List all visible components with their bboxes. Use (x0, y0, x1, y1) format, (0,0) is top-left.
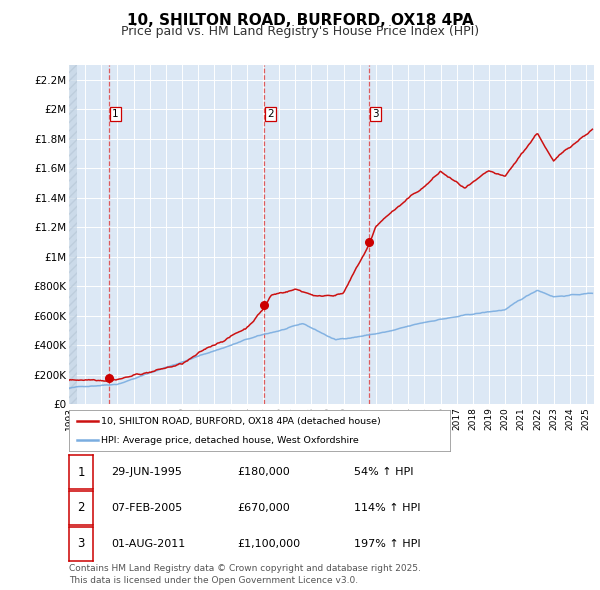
Text: 3: 3 (372, 109, 379, 119)
Text: 3: 3 (77, 537, 85, 550)
Text: 114% ↑ HPI: 114% ↑ HPI (354, 503, 421, 513)
Text: 01-AUG-2011: 01-AUG-2011 (111, 539, 185, 549)
Text: 2: 2 (267, 109, 274, 119)
Text: 54% ↑ HPI: 54% ↑ HPI (354, 467, 413, 477)
Text: 197% ↑ HPI: 197% ↑ HPI (354, 539, 421, 549)
Text: Contains HM Land Registry data © Crown copyright and database right 2025.
This d: Contains HM Land Registry data © Crown c… (69, 564, 421, 585)
Text: 07-FEB-2005: 07-FEB-2005 (111, 503, 182, 513)
Text: 10, SHILTON ROAD, BURFORD, OX18 4PA: 10, SHILTON ROAD, BURFORD, OX18 4PA (127, 13, 473, 28)
Bar (69, 65, 77, 404)
Text: Price paid vs. HM Land Registry's House Price Index (HPI): Price paid vs. HM Land Registry's House … (121, 25, 479, 38)
Text: 1: 1 (77, 466, 85, 478)
Text: 2: 2 (77, 502, 85, 514)
Text: 1: 1 (112, 109, 119, 119)
Text: £670,000: £670,000 (237, 503, 290, 513)
Text: 29-JUN-1995: 29-JUN-1995 (111, 467, 182, 477)
Text: £180,000: £180,000 (237, 467, 290, 477)
Text: £1,100,000: £1,100,000 (237, 539, 300, 549)
Text: 10, SHILTON ROAD, BURFORD, OX18 4PA (detached house): 10, SHILTON ROAD, BURFORD, OX18 4PA (det… (101, 417, 381, 426)
Text: HPI: Average price, detached house, West Oxfordshire: HPI: Average price, detached house, West… (101, 436, 359, 445)
